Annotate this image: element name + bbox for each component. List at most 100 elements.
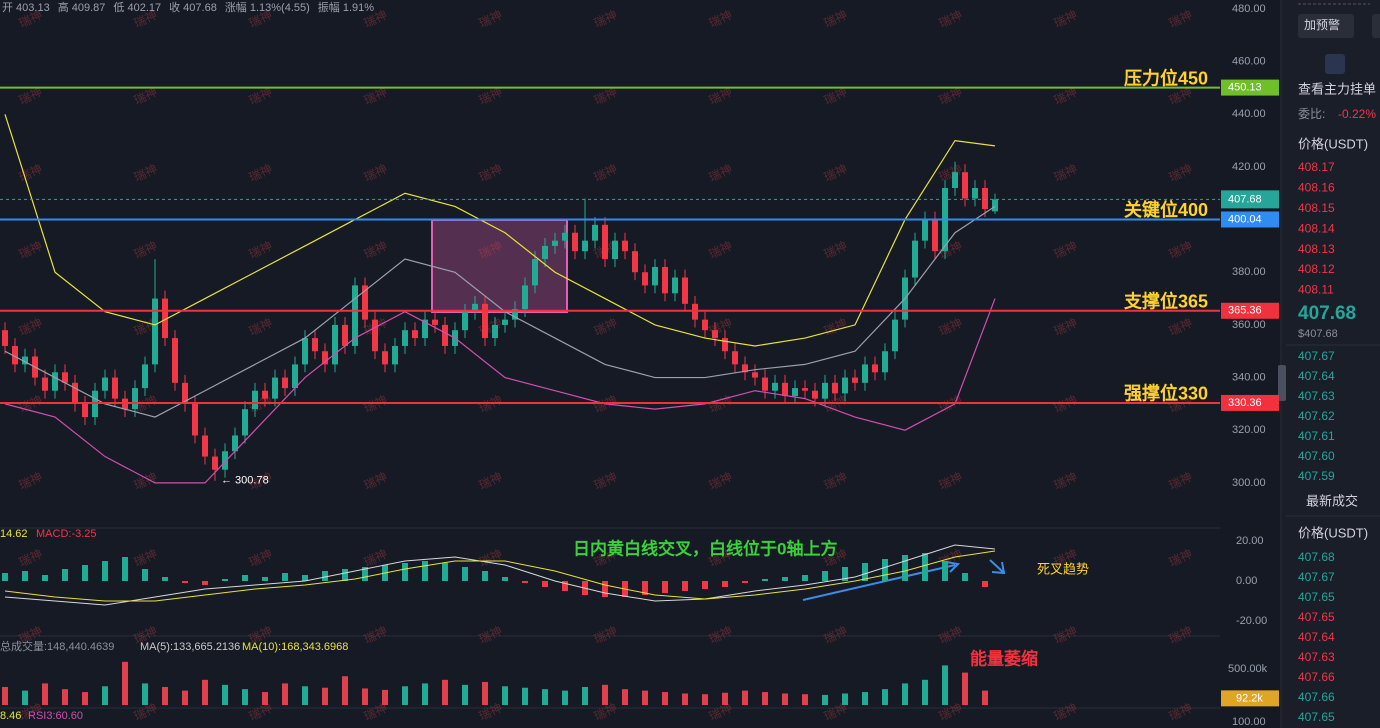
volume-bar (102, 686, 108, 705)
volume-bar (582, 687, 588, 705)
candle-body (962, 172, 968, 199)
candle-body (602, 224, 608, 260)
candle-body (172, 338, 178, 383)
ask-price: 408.17 (1298, 160, 1335, 174)
candle-body (442, 324, 448, 346)
candle-body (822, 382, 828, 399)
level-label: 关键位400 (1124, 199, 1208, 220)
y-tick-label: 360.00 (1232, 319, 1266, 331)
candle-body (782, 382, 788, 396)
candle-body (82, 403, 88, 418)
arrow (802, 564, 956, 601)
macd-line (4, 550, 996, 602)
candle-body (152, 298, 158, 365)
macd-bar (902, 555, 908, 581)
level-tag (1221, 394, 1279, 411)
trade-price: 407.65 (1298, 590, 1335, 604)
candle-body (882, 351, 888, 373)
macd-bar (762, 579, 768, 581)
candle-body (552, 240, 558, 246)
macd-bar (722, 581, 728, 587)
bid-price: 407.62 (1298, 409, 1335, 423)
level-tag-text: 330.36 (1228, 397, 1262, 409)
level-tag (1221, 302, 1279, 319)
candle-body (372, 319, 378, 352)
alert-button[interactable] (1298, 14, 1354, 38)
volume-bar (422, 683, 428, 705)
macd-bar (22, 571, 28, 581)
candle-body (652, 266, 658, 286)
macd-bar (502, 577, 508, 581)
volume-bar (362, 688, 368, 705)
ask-price: 408.12 (1298, 262, 1335, 276)
candle-body (912, 240, 918, 278)
candle-body (572, 232, 578, 252)
macd-bar (262, 577, 268, 581)
volume-bar (302, 686, 308, 705)
candle-body (302, 338, 308, 365)
macd-bar (642, 581, 648, 595)
candle-body (362, 285, 368, 320)
macd-bar (282, 573, 288, 581)
volume-bar (62, 689, 68, 705)
candle-body (522, 285, 528, 310)
volume-bar (542, 689, 548, 705)
candle-body (232, 435, 238, 452)
volume-label: MA(5):133,665.2136 (140, 641, 240, 653)
candle-body (182, 382, 188, 404)
y-tick-label: -20.00 (1236, 615, 1267, 627)
volume-label: MA(10):168,343.6968 (242, 641, 348, 653)
candle-body (992, 199, 998, 212)
y-tick-label: 420.00 (1232, 161, 1266, 173)
volume-bar (262, 692, 268, 705)
volume-bar (742, 690, 748, 705)
macd-bar (62, 569, 68, 581)
macd-bar (122, 557, 128, 581)
candle-body (62, 372, 68, 383)
candle-body (632, 251, 638, 273)
candle-body (842, 377, 848, 394)
price-header: 价格(USDT) (1298, 136, 1368, 151)
macd-bar (982, 581, 988, 587)
candle-body (532, 259, 538, 286)
macd-label: MACD:-3.25 (36, 528, 97, 540)
candle-body (482, 303, 488, 339)
trade-price: 407.64 (1298, 630, 1335, 644)
macd-bar (922, 553, 928, 581)
macd-bar (842, 567, 848, 581)
level-label: 支撑位365 (1123, 291, 1208, 312)
volume-bar (482, 681, 488, 705)
candle-body (132, 388, 138, 410)
candle-body (282, 377, 288, 389)
macd-line (4, 544, 996, 606)
ratio-value: -0.22% (1338, 107, 1376, 121)
candle-body (412, 330, 418, 339)
candle-body (332, 324, 338, 365)
trade-price: 407.66 (1298, 670, 1335, 684)
volume-bar (322, 687, 328, 705)
candle-body (702, 319, 708, 331)
candle-body (472, 303, 478, 312)
macd-bar (162, 577, 168, 581)
view-toggle[interactable] (1325, 54, 1345, 74)
ohlc-header: 低 402.17 (113, 1, 161, 14)
volume-bar (342, 676, 348, 705)
candle-body (672, 277, 678, 294)
level-tag (1221, 211, 1279, 228)
candle-body (932, 219, 938, 252)
y-tick-label: 380.00 (1232, 266, 1266, 278)
trade-price: 407.65 (1298, 710, 1335, 724)
macd-bar (542, 581, 548, 587)
button[interactable] (1372, 14, 1380, 38)
macd-bar (242, 575, 248, 581)
y-tick-label: 440.00 (1232, 108, 1266, 120)
macd-bar (202, 581, 208, 585)
candle-body (12, 345, 18, 365)
bollinger-line (4, 298, 996, 484)
death-cross-note: 死叉趋势 (1037, 561, 1089, 576)
candle-body (812, 390, 818, 399)
alert-label: 加预警 (1304, 17, 1340, 32)
level-tag-text: 365.36 (1228, 305, 1262, 317)
ohlc-header: 开 403.13 (2, 2, 50, 14)
ask-price: 408.14 (1298, 221, 1335, 235)
